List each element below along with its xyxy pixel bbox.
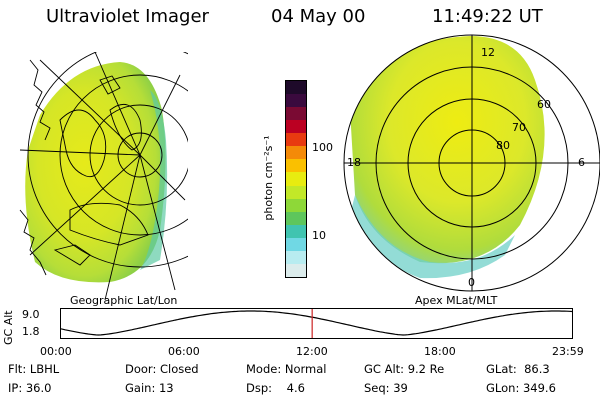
status-ip: IP: 36.0	[8, 381, 52, 395]
colorbar-segment	[286, 133, 306, 147]
colorbar-segment	[286, 224, 306, 238]
apex-image	[343, 34, 600, 292]
colorbar-segment	[286, 107, 306, 121]
geographic-image	[19, 52, 188, 301]
timeline-ymax: 9.0	[22, 308, 40, 321]
altitude-timeline	[60, 308, 573, 339]
status-dsp: Dsp: 4.6	[246, 381, 305, 395]
status-glon: GLon: 349.6	[486, 381, 556, 395]
status-gc-alt: GC Alt: 9.2 Re	[364, 362, 445, 376]
timeline-tick-2359: 23:59	[552, 345, 584, 358]
geographic-grid	[19, 52, 188, 301]
colorbar-segment	[286, 94, 306, 108]
timeline-tick-0000: 00:00	[40, 345, 72, 358]
mlat-80-label: 80	[496, 139, 510, 152]
timeline-ylabel: GC Alt	[2, 310, 15, 345]
mlt-18-label: 18	[347, 156, 361, 169]
mlt-6-label: 6	[578, 156, 585, 169]
status-gain: Gain: 13	[125, 381, 174, 395]
geographic-label: Geographic Lat/Lon	[70, 294, 178, 307]
timeline-tick-0600: 06:00	[168, 345, 200, 358]
timeline-ymin: 1.8	[22, 325, 40, 338]
colorbar-segment	[286, 250, 306, 264]
mlat-60-label: 60	[537, 98, 551, 111]
colorbar-segment	[286, 172, 306, 186]
time-label: 11:49:22 UT	[432, 6, 543, 27]
apex-grid	[343, 34, 600, 292]
colorbar-unit-label: photon cm⁻²s⁻¹	[262, 135, 275, 221]
colorbar-segment	[286, 159, 306, 173]
colorbar-segment	[286, 211, 306, 225]
colorbar-tick-10: 10	[312, 229, 326, 242]
colorbar-segment	[286, 185, 306, 199]
mlt-0-label: 0	[468, 276, 475, 289]
mlt-12-label: 12	[481, 46, 495, 59]
instrument-title: Ultraviolet Imager	[46, 6, 209, 27]
colorbar-segment	[286, 120, 306, 134]
status-seq: Seq: 39	[364, 381, 408, 395]
status-flt: Flt: LBHL	[8, 362, 60, 376]
colorbar-segment	[286, 81, 306, 95]
colorbar-tick-100: 100	[312, 141, 333, 154]
timeline-frame	[60, 308, 573, 339]
status-door: Door: Closed	[125, 362, 199, 376]
colorbar-segment	[286, 146, 306, 160]
mlat-70-label: 70	[512, 121, 526, 134]
colorbar-segment	[286, 237, 306, 251]
timeline-tick-1800: 18:00	[424, 345, 456, 358]
date-label: 04 May 00	[271, 6, 366, 27]
colorbar-segment	[286, 198, 306, 212]
colorbar-segment	[286, 263, 306, 277]
apex-label: Apex MLat/MLT	[415, 294, 498, 307]
altitude-curve	[60, 310, 573, 336]
timeline-tick-1200: 12:00	[296, 345, 328, 358]
status-glat: GLat: 86.3	[486, 362, 550, 376]
intensity-colorbar	[285, 80, 307, 278]
status-mode: Mode: Normal	[246, 362, 327, 376]
